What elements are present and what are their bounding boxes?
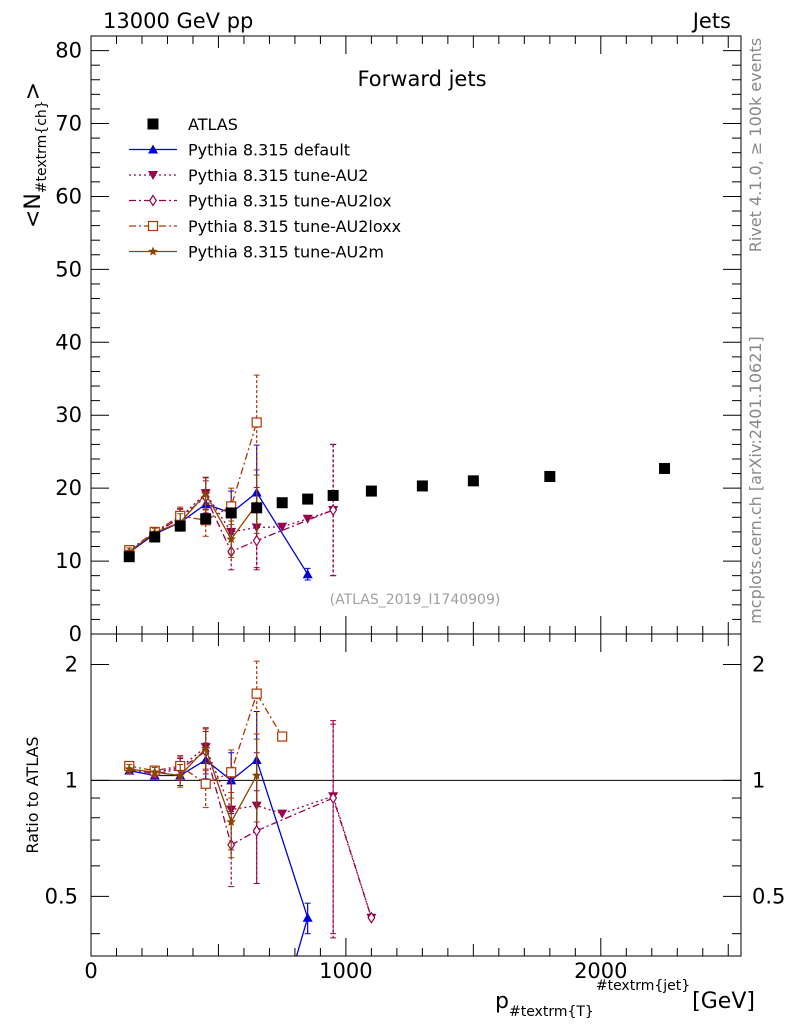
axis-ticks [90, 35, 741, 956]
point-pythia-8-315-tune-au2m [124, 764, 134, 774]
point-pythia-8-315-tune-au2loxx [251, 417, 262, 428]
legend-label-pythia-8-315-tune-au2m: Pythia 8.315 tune-AU2m [188, 243, 384, 262]
point-atlas [467, 475, 479, 487]
point-pythia-8-315-tune-au2m [175, 770, 185, 780]
point-pythia-8-315-tune-au2lox [252, 824, 261, 837]
point-pythia-8-315-tune-au2 [277, 809, 288, 819]
point-pythia-8-315-tune-au2m [201, 743, 211, 753]
rivet-version-label: Rivet 4.1.0, ≥ 100k events [746, 38, 765, 252]
ratio-tick-label: 1 [65, 768, 78, 792]
legend-label-pythia-8-315-tune-au2lox: Pythia 8.315 tune-AU2lox [188, 192, 392, 211]
point-pythia-8-315-tune-au2lox [329, 503, 338, 517]
point-atlas [149, 531, 161, 543]
point-atlas [225, 507, 237, 519]
ratio-plot-frame [90, 633, 742, 957]
legend-marker-pythia-8-315-tune-au2 [148, 171, 158, 180]
y-tick-label: 40 [55, 330, 82, 354]
point-pythia-8-315-tune-au2lox [252, 534, 261, 547]
legend-label-pythia-8-315-tune-au2: Pythia 8.315 tune-AU2 [188, 166, 368, 185]
point-pythia-8-315-tune-au2m [201, 489, 211, 498]
point-pythia-8-315-tune-au2loxx [277, 731, 288, 742]
x-axis-label-sub: #textrm{T} [509, 1004, 594, 1020]
point-atlas [659, 462, 671, 474]
mcplots-label: mcplots.cern.ch [arXiv:2401.10621] [746, 336, 765, 624]
point-pythia-8-315-tune-au2 [302, 514, 313, 524]
series-line-pythia-8-315-default [129, 758, 309, 956]
point-atlas [302, 493, 314, 505]
legend: ATLAS Pythia 8.315 default Pythia 8.315 tu… [129, 115, 401, 262]
point-pythia-8-315-default [302, 569, 313, 579]
y-axis-label-sub: #textrm{ch} [34, 100, 50, 193]
point-pythia-8-315-tune-au2lox [329, 791, 338, 805]
y-tick-label: 70 [55, 112, 82, 136]
y-axis-label-right: > [21, 82, 46, 100]
point-pythia-8-315-tune-au2m [150, 767, 160, 777]
point-atlas [251, 502, 263, 514]
series-line-pythia-8-315-tune-au2lox [129, 750, 373, 918]
legend-marker-atlas [147, 118, 159, 130]
series-line-pythia-8-315-tune-au2m [129, 747, 258, 824]
point-atlas [200, 513, 212, 525]
y-tick-label: 20 [55, 476, 82, 500]
x-tick-label: 1000 [319, 959, 372, 983]
point-atlas [276, 497, 288, 509]
x-axis-label: p#textrm{T}#textrm{jet}[GeV] [495, 978, 755, 1020]
x-tick-label: 2000 [574, 959, 627, 983]
legend-label-pythia-8-315-default: Pythia 8.315 default [188, 141, 350, 160]
header-energy-label: 13000 GeV pp [103, 9, 253, 33]
analysis-watermark: (ATLAS_2019_I1740909) [330, 592, 501, 608]
legend-marker-pythia-8-315-tune-au2loxx [147, 220, 159, 232]
y-tick-label: 10 [55, 549, 82, 573]
legend-label-pythia-8-315-tune-au2loxx: Pythia 8.315 tune-AU2loxx [188, 217, 401, 236]
ratio-y-axis-label: Ratio to ATLAS [23, 736, 42, 853]
point-atlas [416, 480, 428, 492]
y-axis-label-left: <N [21, 193, 46, 228]
ratio-plot-series [124, 660, 377, 956]
ratio-tick-label: 2 [65, 652, 78, 676]
y-axis-label: <N#textrm{ch}> [21, 82, 50, 228]
ratio-tick-label-right: 2 [752, 652, 765, 676]
point-pythia-8-315-tune-au2lox [367, 911, 376, 924]
y-tick-label: 50 [55, 257, 82, 281]
y-tick-label: 60 [55, 184, 82, 208]
legend-label-atlas: ATLAS [188, 115, 238, 134]
point-pythia-8-315-tune-au2 [277, 522, 288, 532]
y-tick-label: 0 [69, 622, 82, 646]
y-tick-label: 80 [55, 39, 82, 63]
chart-title: Forward jets [357, 67, 486, 91]
x-axis-label-p: p [495, 989, 509, 1014]
point-pythia-8-315-default [302, 912, 313, 922]
point-pythia-8-315-tune-au2m [251, 770, 262, 780]
series-line-pythia-8-315-tune-au2m [128, 492, 258, 553]
y-tick-label: 30 [55, 403, 82, 427]
point-pythia-8-315-tune-au2loxx [251, 688, 262, 699]
point-pythia-8-315-tune-au2m [226, 817, 236, 826]
header-process-label: Jets [691, 9, 731, 33]
ratio-tick-label-right: 1 [752, 768, 765, 792]
main-plot-series [123, 374, 671, 581]
ratio-tick-label-right: 0.5 [752, 884, 785, 908]
point-pythia-8-315-tune-au2loxx [200, 778, 211, 789]
ratio-tick-label: 0.5 [45, 884, 78, 908]
x-tick-label: 0 [84, 959, 97, 983]
point-atlas [544, 470, 556, 482]
point-pythia-8-315-tune-au2m [226, 534, 236, 544]
x-axis-label-sup: #textrm{jet} [596, 978, 690, 994]
x-axis-label-unit: [GeV] [692, 989, 755, 1014]
point-atlas [365, 485, 377, 497]
point-pythia-8-315-tune-au2loxx [226, 767, 237, 778]
point-atlas [123, 551, 135, 563]
series-line-pythia-8-315-tune-au2 [129, 746, 373, 918]
legend-marker-pythia-8-315-default [148, 144, 158, 154]
legend-marker-pythia-8-315-tune-au2lox [149, 194, 157, 207]
legend-marker-pythia-8-315-tune-au2m [148, 246, 158, 256]
point-atlas [327, 489, 339, 501]
point-atlas [174, 520, 186, 532]
axis-tick-labels: 0 1000 2000 0 10 20 30 40 50 60 70 80 0.5 0.5 1 1 2 2 [45, 39, 786, 983]
